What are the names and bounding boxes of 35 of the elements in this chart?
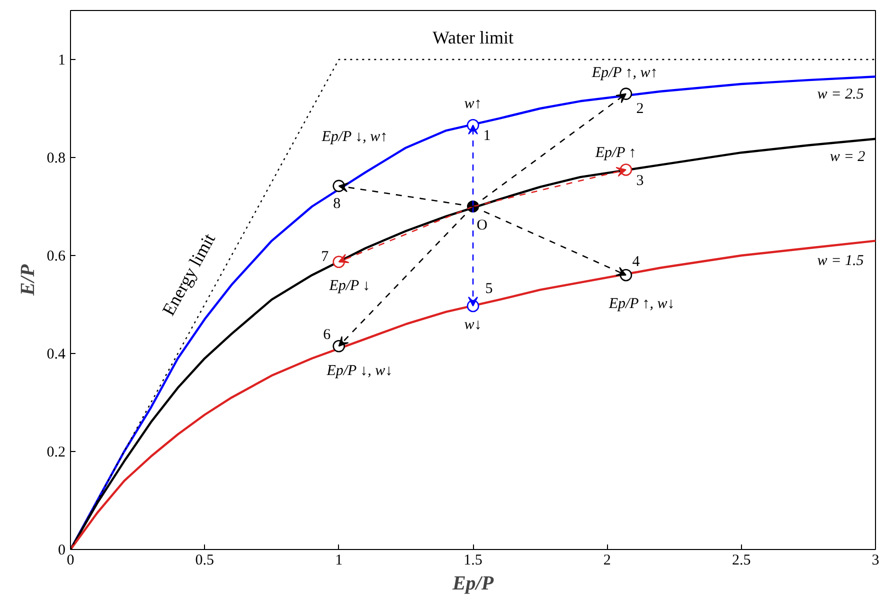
annotation: 1	[483, 128, 491, 144]
annotation: 6	[323, 327, 332, 344]
y-tick-label: 0.4	[46, 346, 66, 362]
y-axis-title: E/P	[16, 264, 39, 297]
annotation: Ep/P ↓, w↓	[326, 363, 393, 380]
annotation: 5	[485, 280, 493, 297]
x-axis-title: Ep/P	[451, 572, 494, 594]
y-tick-label: 0	[58, 542, 66, 558]
y-tick-label: 0.2	[46, 444, 66, 460]
y-tick-label: 0.8	[46, 150, 66, 166]
x-tick-label: 2.5	[732, 552, 751, 568]
x-tick-label: 1.5	[464, 552, 482, 568]
annotation: 4	[632, 254, 640, 270]
annotation: 3	[636, 172, 644, 189]
annotation: Ep/P ↓	[328, 278, 370, 294]
annotation: 8	[333, 196, 341, 212]
y-tick-label: 1	[58, 52, 66, 68]
annotation: w = 1.5	[817, 252, 864, 269]
annotation: O	[476, 218, 488, 234]
annotation: w↓	[464, 316, 482, 333]
annotation: Water limit	[432, 28, 514, 48]
annotation: 2	[636, 100, 644, 117]
annotation: w = 2.5	[817, 86, 864, 103]
annotation: w = 2	[830, 148, 866, 165]
annotation: Ep/P ↓, w↑	[320, 128, 388, 145]
x-tick-label: 2	[603, 552, 611, 568]
x-tick-label: 1	[335, 552, 343, 568]
annotation: Ep/P ↑	[594, 144, 636, 161]
annotation: Ep/P ↑, w↑	[590, 64, 658, 81]
annotation: w↑	[464, 96, 482, 112]
x-tick-label: 3	[872, 552, 880, 568]
y-tick-label: 0.6	[46, 248, 66, 264]
annotation: Ep/P ↑, w↓	[608, 296, 675, 312]
annotation: 7	[321, 248, 330, 265]
x-tick-label: 0.5	[195, 552, 214, 568]
